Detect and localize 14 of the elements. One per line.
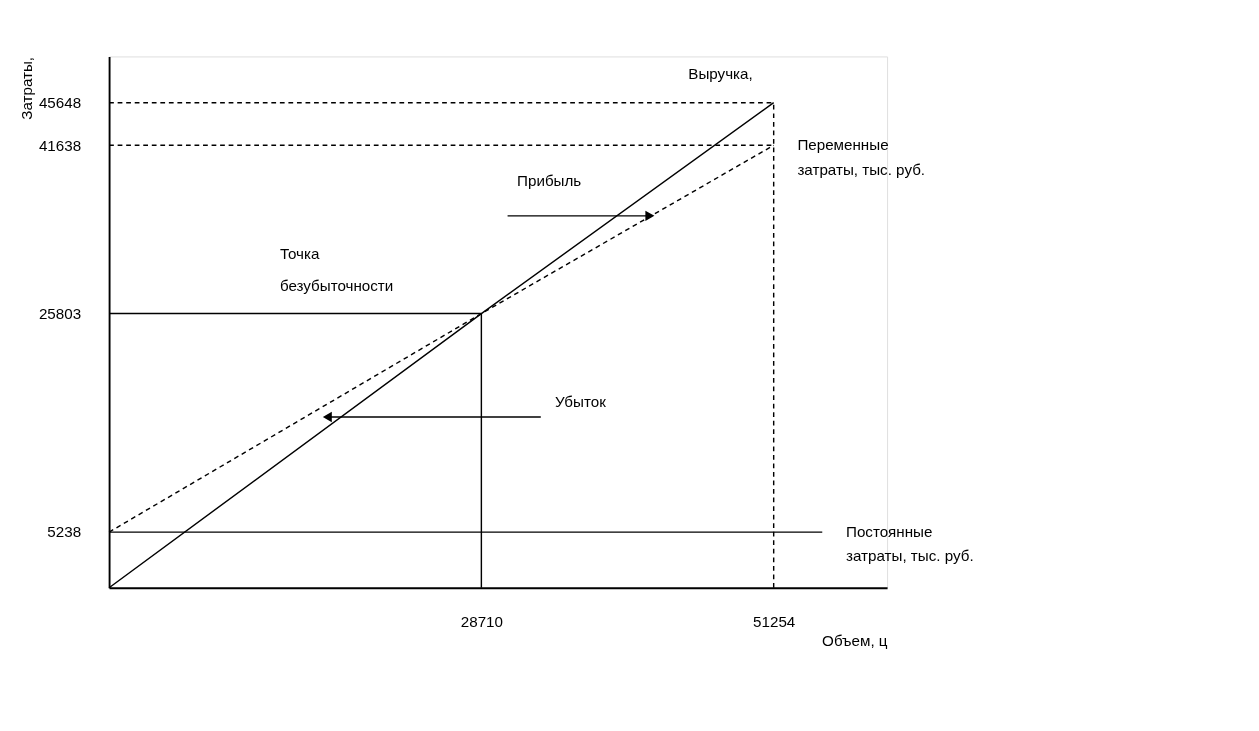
x-tick-label: 28710 — [460, 613, 503, 631]
annotation: Убыток — [555, 392, 607, 410]
y-tick-label: 25803 — [38, 304, 82, 322]
y-tick-label: 5238 — [47, 523, 82, 541]
series-label: Выручка, — [688, 64, 753, 82]
x-tick-label: 51254 — [753, 613, 796, 631]
annotation: Прибыль — [517, 172, 582, 190]
y-axis-title: Затраты, — [18, 56, 36, 120]
series-label: Постоянные затраты, тыс. руб. — [845, 522, 974, 565]
series-label: Переменные затраты, тыс. руб. — [797, 136, 926, 178]
y-tick-label: 41638 — [38, 136, 82, 154]
y-tick-label: 45648 — [38, 93, 82, 111]
annotation: Точка безубыточности — [279, 244, 394, 294]
x-axis-title: Объем, ц — [822, 632, 888, 650]
